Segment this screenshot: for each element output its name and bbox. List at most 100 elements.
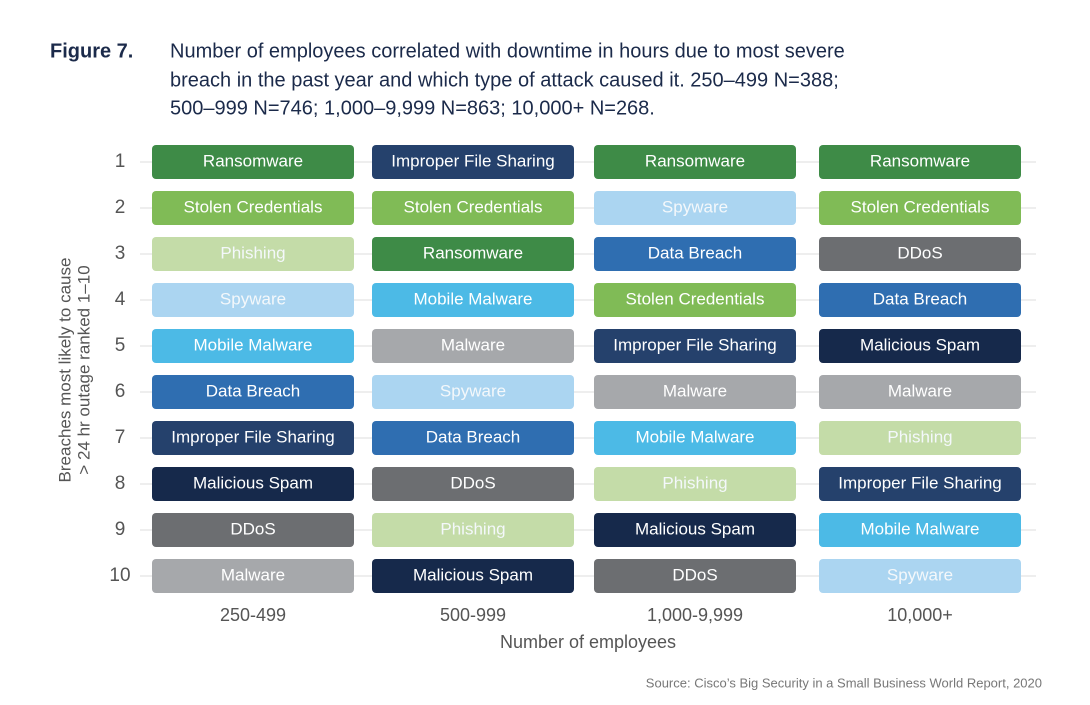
attack-label: Mobile Malware xyxy=(635,427,754,446)
attack-box xyxy=(152,283,354,317)
attack-box xyxy=(152,559,354,593)
attack-box xyxy=(594,421,796,455)
attack-label: Spyware xyxy=(887,565,953,584)
attack-label: Malware xyxy=(888,381,952,400)
attack-label: Phishing xyxy=(662,473,727,492)
attack-label: Malware xyxy=(221,565,285,584)
attack-box xyxy=(819,329,1021,363)
attack-label: Ransomware xyxy=(870,151,970,170)
attack-box xyxy=(152,375,354,409)
attack-box xyxy=(152,329,354,363)
attack-box xyxy=(372,559,574,593)
attack-label: Malicious Spam xyxy=(860,335,980,354)
attack-box xyxy=(372,467,574,501)
rank-label: 9 xyxy=(115,519,126,540)
attack-box xyxy=(594,375,796,409)
caption-line: breach in the past year and which type o… xyxy=(170,69,839,91)
attack-box xyxy=(594,145,796,179)
attack-label: Ransomware xyxy=(203,151,303,170)
attack-box xyxy=(372,283,574,317)
attack-box xyxy=(594,559,796,593)
rank-label: 3 xyxy=(115,243,126,264)
attack-label: Data Breach xyxy=(648,243,743,262)
rank-label: 2 xyxy=(115,197,126,218)
y-axis-label-line: Breaches most likely to cause xyxy=(55,258,74,483)
caption-line: Number of employees correlated with down… xyxy=(170,40,845,62)
attack-label: Spyware xyxy=(662,197,728,216)
x-axis-label: Number of employees xyxy=(500,632,676,652)
attack-box xyxy=(152,467,354,501)
column-label: 1,000-9,999 xyxy=(647,605,743,625)
attack-box xyxy=(819,191,1021,225)
attack-box xyxy=(594,191,796,225)
attack-box xyxy=(372,237,574,271)
attack-label: Spyware xyxy=(440,381,506,400)
attack-label: Ransomware xyxy=(645,151,745,170)
attack-label: Malware xyxy=(441,335,505,354)
attack-label: Stolen Credentials xyxy=(184,197,323,216)
attack-box xyxy=(372,329,574,363)
attack-label: DDoS xyxy=(450,473,495,492)
figure-label: Figure 7. xyxy=(50,40,133,62)
attack-box xyxy=(152,191,354,225)
caption-line: 500–999 N=746; 1,000–9,999 N=863; 10,000… xyxy=(170,97,655,119)
attack-box xyxy=(594,329,796,363)
attack-label: Improper File Sharing xyxy=(613,335,776,354)
attack-label: Spyware xyxy=(220,289,286,308)
attack-box xyxy=(819,559,1021,593)
attack-box xyxy=(819,375,1021,409)
attack-label: Malicious Spam xyxy=(193,473,313,492)
attack-box xyxy=(372,513,574,547)
attack-label: Data Breach xyxy=(426,427,521,446)
y-axis-label: Breaches most likely to cause > 24 hr ou… xyxy=(55,258,93,483)
attack-label: Malicious Spam xyxy=(635,519,755,538)
rank-label: 6 xyxy=(115,381,126,402)
attack-label: Mobile Malware xyxy=(860,519,979,538)
attack-label: Phishing xyxy=(220,243,285,262)
attack-box xyxy=(372,375,574,409)
attack-label: Improper File Sharing xyxy=(838,473,1001,492)
attack-label: Ransomware xyxy=(423,243,523,262)
attack-label: Improper File Sharing xyxy=(391,151,554,170)
attack-box xyxy=(594,467,796,501)
attack-label: Malicious Spam xyxy=(413,565,533,584)
attack-box xyxy=(819,467,1021,501)
column-label: 500-999 xyxy=(440,605,506,625)
rank-label: 7 xyxy=(115,427,126,448)
attack-box xyxy=(819,283,1021,317)
attack-label: Stolen Credentials xyxy=(404,197,543,216)
attack-label: Stolen Credentials xyxy=(626,289,765,308)
attack-label: Data Breach xyxy=(206,381,301,400)
column-label: 10,000+ xyxy=(887,605,953,625)
attack-label: Malware xyxy=(663,381,727,400)
attack-box xyxy=(819,145,1021,179)
attack-box xyxy=(372,191,574,225)
attack-label: Phishing xyxy=(887,427,952,446)
attack-box xyxy=(152,145,354,179)
rank-label: 5 xyxy=(115,335,126,356)
attack-label: Phishing xyxy=(440,519,505,538)
attack-box xyxy=(819,237,1021,271)
rank-label: 8 xyxy=(115,473,126,494)
source: Source: Cisco’s Big Security in a Small … xyxy=(646,675,1042,690)
rank-label: 1 xyxy=(115,151,126,172)
attack-label: Data Breach xyxy=(873,289,968,308)
attack-label: Mobile Malware xyxy=(193,335,312,354)
attack-box xyxy=(819,421,1021,455)
column-label: 250-499 xyxy=(220,605,286,625)
attack-box xyxy=(372,145,574,179)
rank-label: 4 xyxy=(115,289,126,310)
attack-label: Improper File Sharing xyxy=(171,427,334,446)
attack-box xyxy=(594,237,796,271)
y-axis-label-line: > 24 hr outage ranked 1–10 xyxy=(74,265,93,474)
attack-box xyxy=(819,513,1021,547)
attack-label: DDoS xyxy=(897,243,942,262)
attack-box xyxy=(594,283,796,317)
attack-label: Stolen Credentials xyxy=(851,197,990,216)
attack-box xyxy=(152,237,354,271)
attack-box xyxy=(152,513,354,547)
attack-label: DDoS xyxy=(230,519,275,538)
rank-label: 10 xyxy=(109,565,130,586)
